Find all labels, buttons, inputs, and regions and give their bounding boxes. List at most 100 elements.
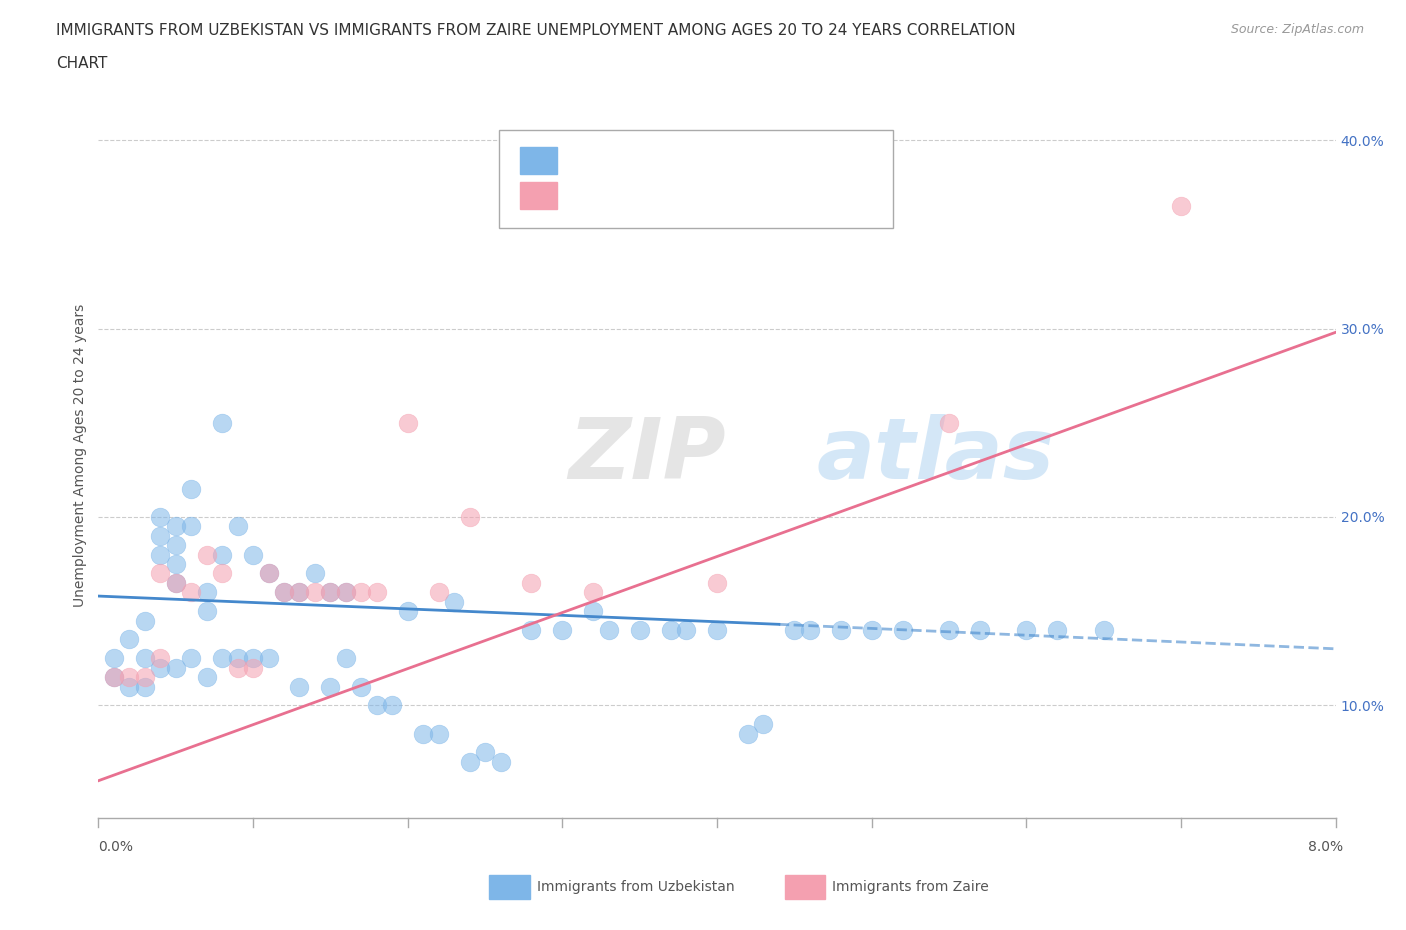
Point — [118, 670, 141, 684]
Point — [273, 585, 295, 600]
Point — [134, 613, 156, 628]
Point — [195, 585, 218, 600]
Point — [165, 556, 187, 571]
Point — [257, 566, 280, 581]
Point — [195, 604, 218, 618]
Text: R = -0.084  N = 69: R = -0.084 N = 69 — [565, 146, 751, 165]
Text: R =  0.700  N = 27: R = 0.700 N = 27 — [565, 181, 749, 200]
Text: 0.0%: 0.0% — [98, 840, 134, 854]
Point — [257, 651, 280, 666]
Point — [304, 566, 326, 581]
Point — [242, 547, 264, 562]
Point — [180, 519, 202, 534]
Point — [211, 547, 233, 562]
Point — [195, 547, 218, 562]
Point — [211, 651, 233, 666]
Point — [103, 670, 125, 684]
Text: CHART: CHART — [56, 56, 108, 71]
Text: IMMIGRANTS FROM UZBEKISTAN VS IMMIGRANTS FROM ZAIRE UNEMPLOYMENT AMONG AGES 20 T: IMMIGRANTS FROM UZBEKISTAN VS IMMIGRANTS… — [56, 23, 1017, 38]
Point — [149, 528, 172, 543]
Point — [257, 566, 280, 581]
Point — [273, 585, 295, 600]
Text: 8.0%: 8.0% — [1308, 840, 1343, 854]
Point — [582, 604, 605, 618]
Point — [938, 416, 960, 431]
Point — [366, 585, 388, 600]
Point — [335, 585, 357, 600]
Point — [180, 585, 202, 600]
Point — [118, 632, 141, 647]
Point — [458, 754, 481, 769]
Point — [396, 604, 419, 618]
Point — [412, 726, 434, 741]
Text: atlas: atlas — [815, 414, 1054, 498]
Point — [489, 754, 512, 769]
Point — [180, 651, 202, 666]
Point — [628, 622, 651, 637]
Point — [474, 745, 496, 760]
Point — [381, 698, 404, 712]
Point — [706, 576, 728, 591]
Point — [551, 622, 574, 637]
Point — [134, 670, 156, 684]
Text: Immigrants from Zaire: Immigrants from Zaire — [832, 880, 988, 895]
Point — [118, 679, 141, 694]
Point — [582, 585, 605, 600]
Point — [366, 698, 388, 712]
Point — [319, 585, 342, 600]
Point — [134, 679, 156, 694]
Point — [737, 726, 759, 741]
Point — [242, 660, 264, 675]
Point — [659, 622, 682, 637]
Point — [195, 670, 218, 684]
Point — [211, 566, 233, 581]
Point — [288, 585, 311, 600]
Point — [860, 622, 883, 637]
Point — [783, 622, 806, 637]
Point — [165, 538, 187, 552]
Point — [226, 651, 249, 666]
Point — [799, 622, 821, 637]
Point — [752, 717, 775, 732]
Point — [335, 651, 357, 666]
Point — [165, 576, 187, 591]
Point — [1170, 199, 1192, 214]
Point — [350, 679, 373, 694]
Point — [165, 660, 187, 675]
Point — [675, 622, 697, 637]
Point — [226, 660, 249, 675]
Point — [134, 651, 156, 666]
Point — [149, 651, 172, 666]
Point — [304, 585, 326, 600]
Point — [165, 519, 187, 534]
Point — [242, 651, 264, 666]
Point — [319, 679, 342, 694]
Point — [706, 622, 728, 637]
Point — [1092, 622, 1115, 637]
Point — [335, 585, 357, 600]
Point — [103, 670, 125, 684]
Point — [103, 651, 125, 666]
Point — [149, 547, 172, 562]
Point — [520, 576, 543, 591]
Text: Source: ZipAtlas.com: Source: ZipAtlas.com — [1230, 23, 1364, 36]
Point — [969, 622, 991, 637]
Point — [427, 585, 450, 600]
Point — [891, 622, 914, 637]
Point — [443, 594, 465, 609]
Point — [830, 622, 852, 637]
Point — [211, 416, 233, 431]
Point — [165, 576, 187, 591]
Point — [938, 622, 960, 637]
Point — [427, 726, 450, 741]
Point — [350, 585, 373, 600]
Text: ZIP: ZIP — [568, 414, 727, 498]
Point — [288, 679, 311, 694]
Point — [396, 416, 419, 431]
Text: Immigrants from Uzbekistan: Immigrants from Uzbekistan — [537, 880, 735, 895]
Point — [149, 510, 172, 525]
Y-axis label: Unemployment Among Ages 20 to 24 years: Unemployment Among Ages 20 to 24 years — [73, 304, 87, 607]
Point — [520, 622, 543, 637]
Point — [149, 660, 172, 675]
Point — [319, 585, 342, 600]
